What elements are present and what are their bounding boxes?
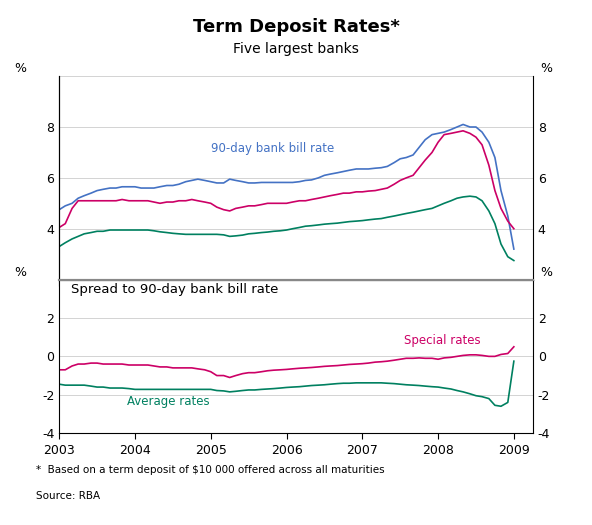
Text: Five largest banks: Five largest banks bbox=[233, 42, 359, 56]
Text: 90-day bank bill rate: 90-day bank bill rate bbox=[211, 142, 334, 155]
Text: Term Deposit Rates*: Term Deposit Rates* bbox=[192, 18, 400, 36]
Text: Spread to 90-day bank bill rate: Spread to 90-day bank bill rate bbox=[70, 283, 278, 296]
Text: %: % bbox=[540, 62, 552, 75]
Text: *  Based on a term deposit of $10 000 offered across all maturities: * Based on a term deposit of $10 000 off… bbox=[36, 465, 384, 475]
Text: Source: RBA: Source: RBA bbox=[36, 491, 99, 501]
Text: Special rates: Special rates bbox=[404, 334, 481, 347]
Text: Average rates: Average rates bbox=[127, 395, 210, 408]
Text: %: % bbox=[15, 266, 27, 279]
Text: %: % bbox=[15, 62, 27, 75]
Text: %: % bbox=[540, 266, 552, 279]
